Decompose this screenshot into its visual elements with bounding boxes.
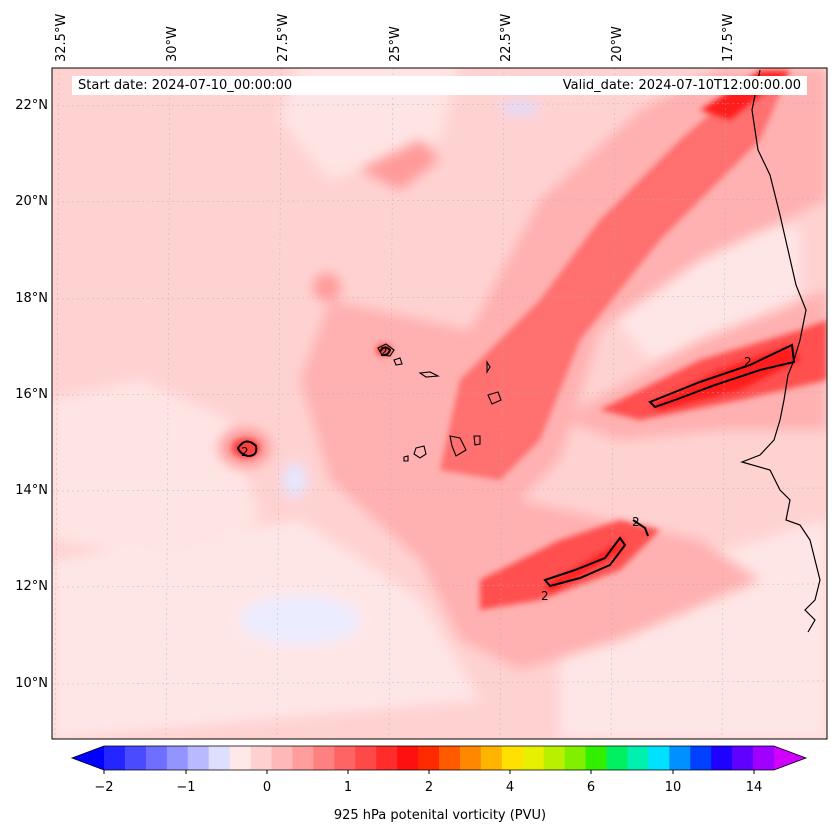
colorbar-swatch (564, 746, 587, 770)
contour-south-tail (632, 519, 649, 537)
contour-santo-antao (379, 346, 392, 357)
island-sao-vicente (393, 357, 403, 366)
contour-label-5: 2 (380, 345, 388, 359)
contour-labels: 2 2 2 2 2 (241, 345, 752, 603)
island-santiago (449, 435, 467, 457)
colorbar-swatch (627, 746, 649, 770)
pv-field: 2 2 2 2 2 (52, 68, 827, 739)
colorbar-swatch (439, 746, 461, 770)
lat-label-16n: 16°N (15, 387, 48, 402)
colorbar-tick-10: 10 (664, 780, 682, 795)
colorbar-swatch (690, 746, 712, 770)
lat-label-10n: 10°N (15, 676, 48, 691)
colorbar-swatch (397, 746, 419, 770)
contour-south (543, 536, 627, 588)
colorbar-swatch (376, 746, 398, 770)
colorbar-swatch (250, 746, 272, 770)
colorbar-tick-2: 2 (424, 780, 434, 795)
colorbar-label: 925 hPa potenital vorticity (PVU) (333, 808, 547, 823)
colorbar-tick-1: 1 (343, 780, 353, 795)
contour-mauritania (648, 343, 796, 409)
lat-label-12n: 12°N (15, 579, 48, 594)
colorbar-tick-0: 0 (262, 780, 272, 795)
colorbar-swatch (480, 746, 503, 770)
island-boa-vista (487, 391, 502, 405)
valid-date-label: Valid_date: 2024-07-10T12:00:00.00 (452, 76, 807, 95)
colorbar-swatch (543, 746, 566, 770)
colorbar-swatch (208, 746, 231, 770)
colorbar-swatch (669, 746, 691, 770)
contour-label-4: 2 (241, 445, 249, 459)
coastline-africa (740, 69, 821, 633)
colorbar-swatch (418, 746, 440, 770)
colorbar-extend-min (72, 746, 104, 770)
contour-west (236, 440, 258, 458)
colorbar-swatch (711, 746, 733, 770)
colorbar-tick-14: 14 (745, 780, 763, 795)
colorbar-swatch (334, 746, 356, 770)
colorbar-swatch (313, 746, 335, 770)
colorbar-swatch (145, 746, 168, 770)
colorbar-swatch (124, 746, 147, 770)
colorbar-swatch (648, 746, 670, 770)
island-fogo (413, 445, 427, 459)
colorbar-swatch (271, 746, 293, 770)
colorbar-tick-6: 6 (586, 780, 596, 795)
colorbar-swatch (166, 746, 189, 770)
island-sal (486, 360, 491, 374)
lat-label-20n: 20°N (15, 194, 48, 209)
colorbar-tick-neg1: −1 (176, 780, 196, 795)
cape-verde-islands (377, 343, 502, 462)
contour-label-2: 2 (541, 589, 549, 603)
colorbar-swatch (501, 746, 524, 770)
colorbar-swatch (585, 746, 607, 770)
colorbar (70, 745, 808, 774)
colorbar-swatch (355, 746, 377, 770)
colorbar-swatch (187, 746, 210, 770)
contour-label-3: 2 (632, 515, 640, 529)
island-maio (473, 435, 481, 446)
colorbar-swatch (104, 746, 126, 770)
island-sao-nicolau (418, 371, 441, 378)
colorbar-swatch (229, 746, 252, 770)
colorbar-swatch (292, 746, 314, 770)
lat-label-14n: 14°N (15, 483, 48, 498)
colorbar-swatch (732, 746, 754, 770)
lat-label-18n: 18°N (15, 291, 48, 306)
lat-label-22n: 22°N (15, 98, 48, 113)
colorbar-swatch (606, 746, 628, 770)
colorbar-tick-4: 4 (505, 780, 515, 795)
colorbar-extend-max (774, 746, 806, 770)
colorbar-swatch (753, 746, 775, 770)
colorbar-tick-neg2: −2 (94, 780, 114, 795)
colorbar-swatch (522, 746, 545, 770)
island-santo-antao (377, 343, 395, 357)
colorbar-swatch (459, 746, 482, 770)
island-brava (403, 455, 409, 462)
map-frame (51, 67, 828, 740)
start-date-label: Start date: 2024-07-10_00:00:00 (72, 76, 458, 95)
contour-label-1: 2 (744, 355, 752, 369)
pv-contours (236, 343, 796, 588)
